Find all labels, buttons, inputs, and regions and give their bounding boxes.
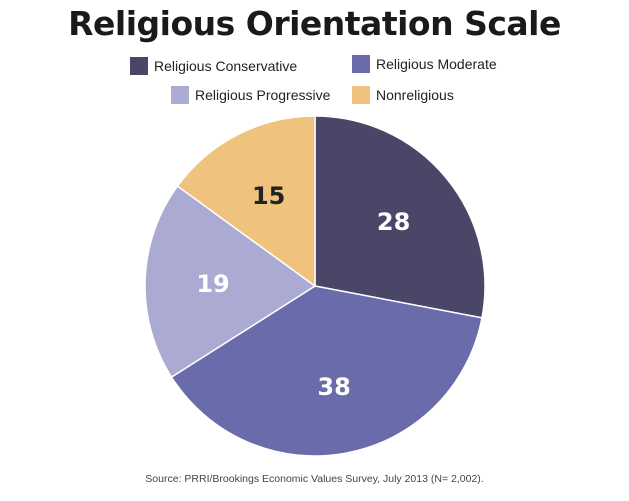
legend-label: Religious Progressive: [195, 87, 331, 103]
legend-item-religious-conservative: Religious Conservative: [130, 57, 297, 75]
legend-item-religious-progressive: Religious Progressive: [171, 86, 330, 104]
legend-swatch: [130, 57, 148, 75]
slice-value-label: 38: [317, 373, 350, 401]
slice-value-label: 15: [252, 182, 285, 210]
legend-label: Nonreligious: [376, 87, 454, 103]
slice-value-label: 28: [377, 208, 410, 236]
pie-slice-religious-conservative: [314, 115, 486, 319]
legend-swatch: [352, 55, 370, 73]
legend-item-religious-moderate: Religious Moderate: [352, 55, 497, 73]
legend-swatch: [352, 86, 370, 104]
legend-label: Religious Moderate: [376, 56, 497, 72]
legend-label: Religious Conservative: [154, 58, 298, 74]
pie-slice-nonreligious: [176, 115, 316, 288]
slice-value-label: 19: [196, 270, 229, 298]
pie-slice-religious-progressive: [144, 185, 317, 379]
source-note: Source: PRRI/Brookings Economic Values S…: [145, 473, 484, 485]
legend-item-nonreligious: Nonreligious: [352, 86, 454, 104]
chart-title: Religious Orientation Scale: [68, 4, 561, 43]
legend-swatch: [171, 86, 189, 104]
